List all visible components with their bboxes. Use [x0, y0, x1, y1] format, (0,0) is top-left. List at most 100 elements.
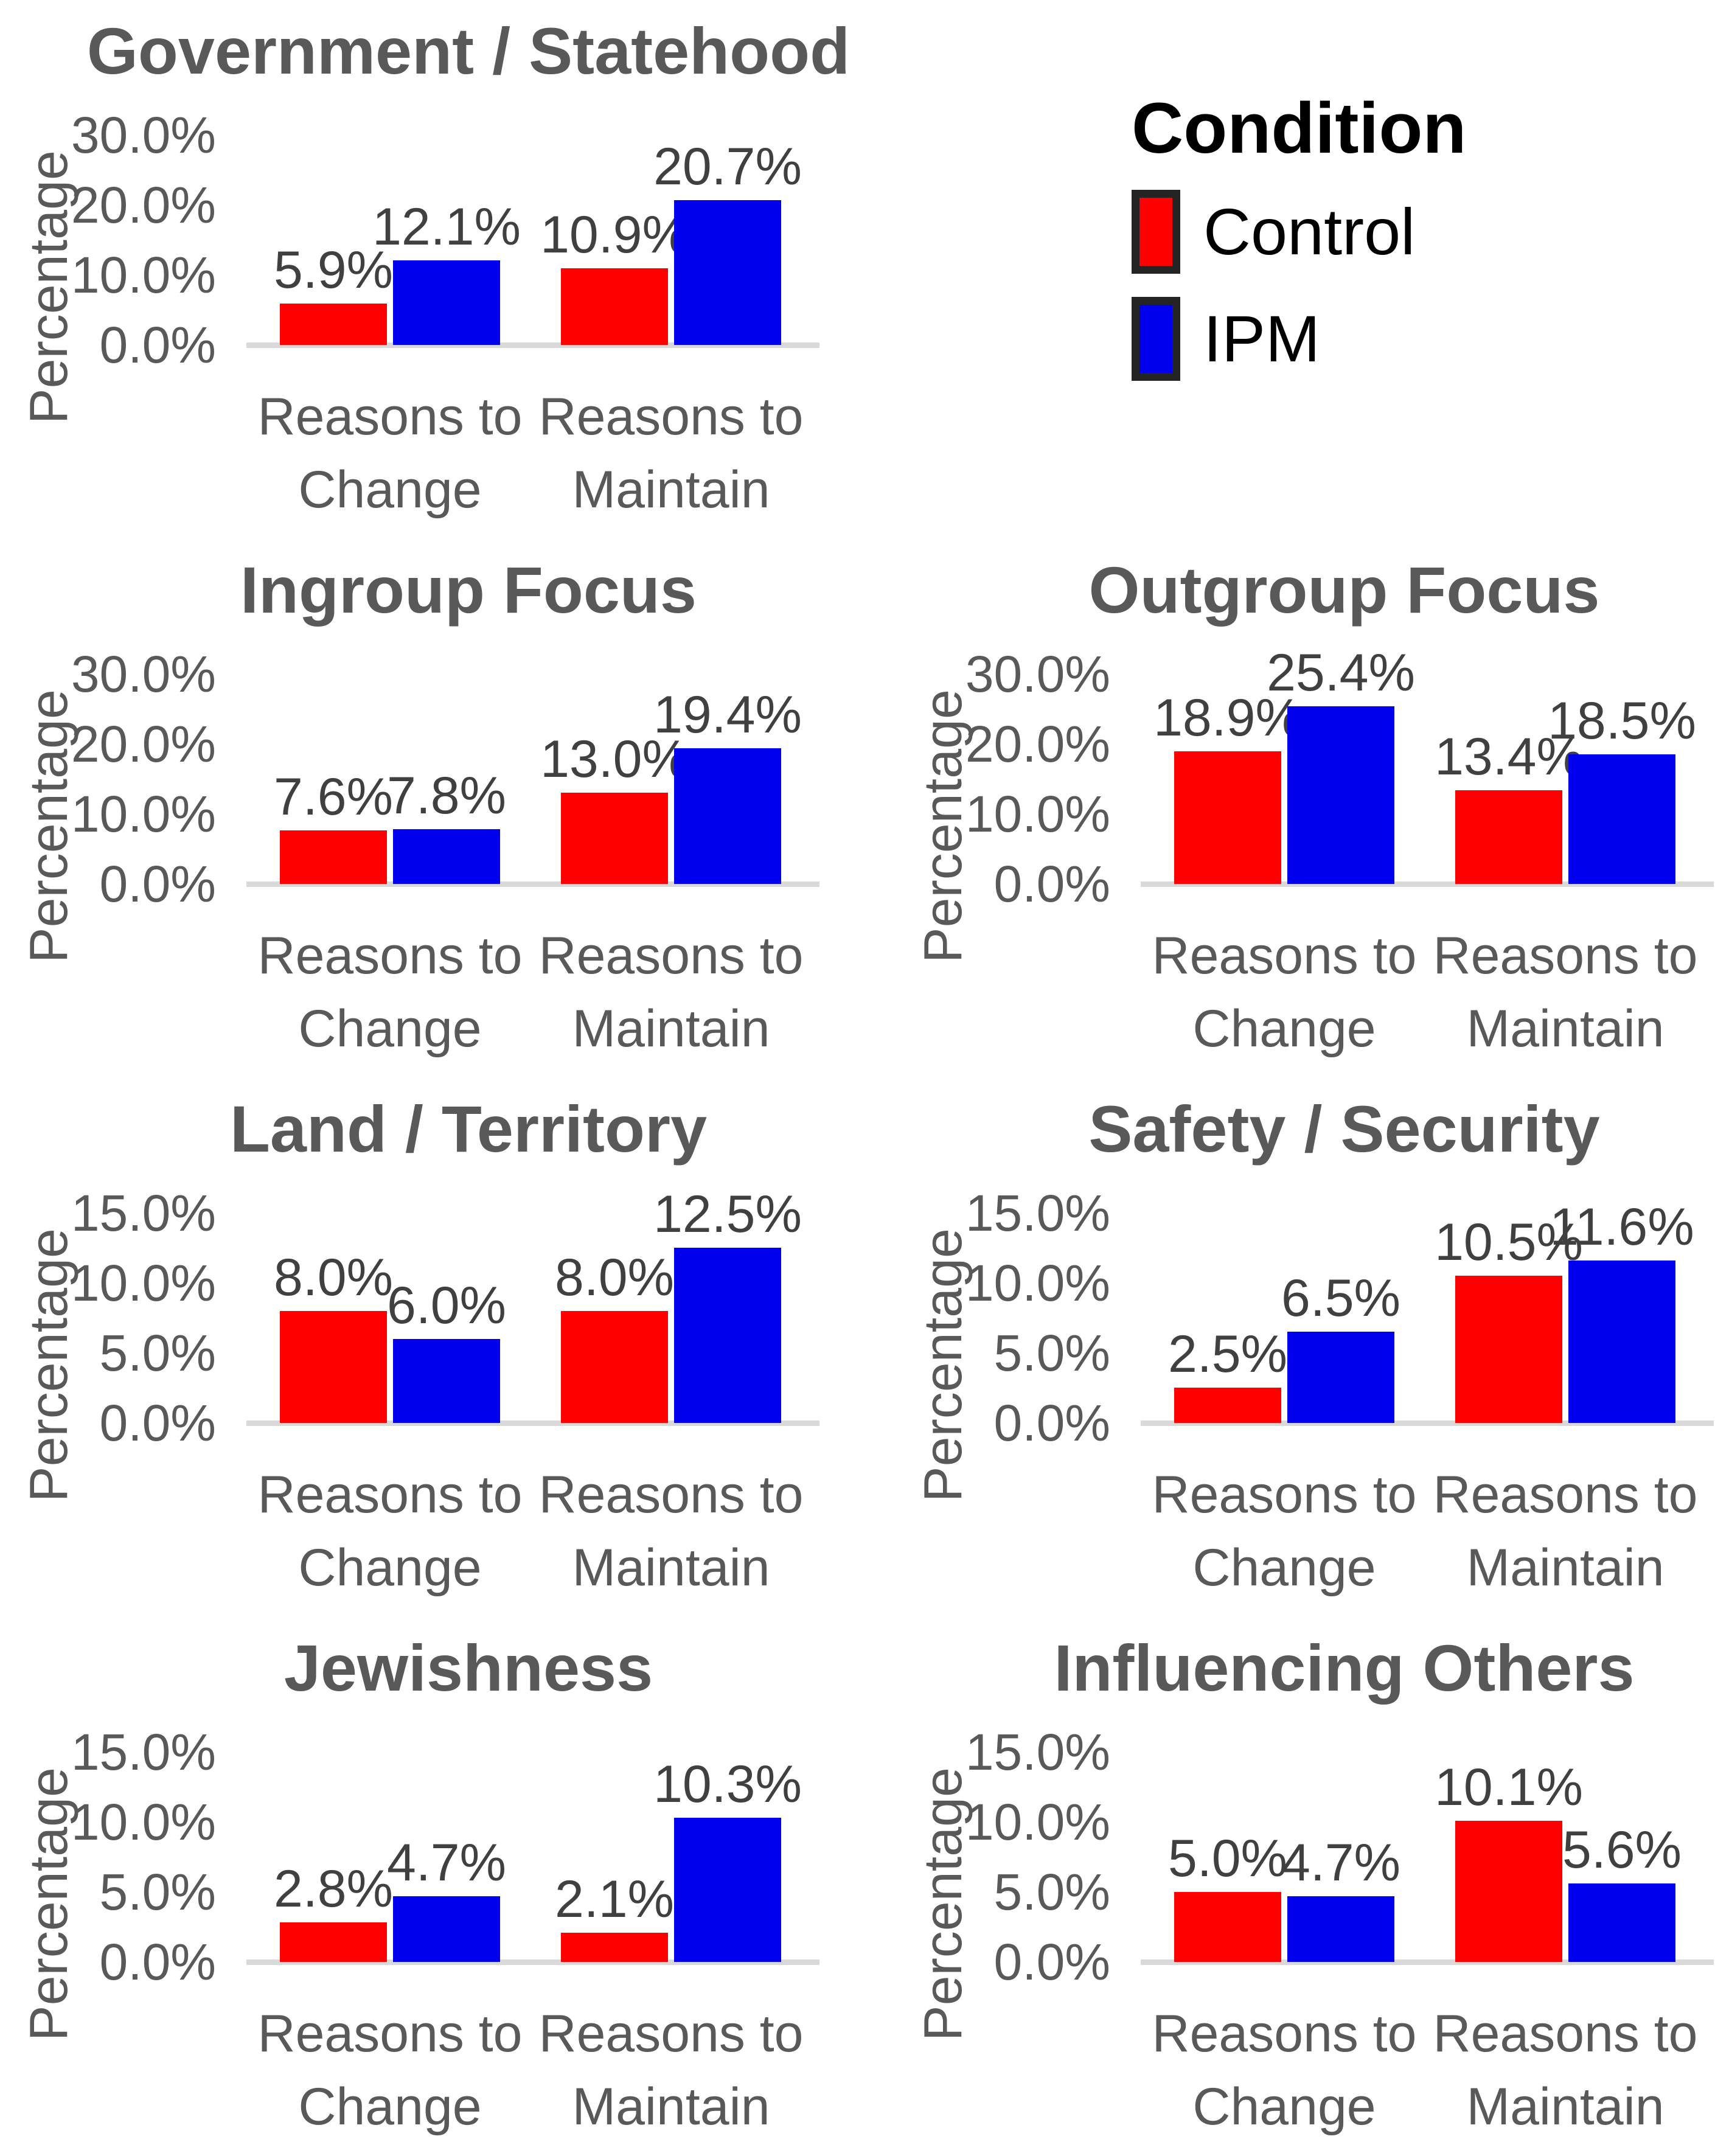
y-axis: 0.0% 5.0% 10.0% 15.0% [965, 1188, 1110, 1448]
y-tick-label: 15.0% [71, 1184, 216, 1242]
y-axis-title: Percentage [18, 1195, 79, 1535]
bar-value-label: 11.6% [1550, 1198, 1694, 1256]
bar-groups: 7.6% 7.8% 13.0% 19.4% [274, 689, 802, 884]
bar-ipm: 10.3% [653, 1758, 802, 1962]
legend-item-control: Control [1132, 189, 1715, 274]
bar-control-fill [561, 1932, 668, 1962]
y-tick-label: 0.0% [99, 316, 216, 374]
x-axis-labels: Reasons to Change Reasons to Maintain [1141, 1997, 1706, 2140]
bar-value-label: 10.5% [1435, 1213, 1583, 1272]
x-category-label: Reasons to Maintain [538, 2004, 804, 2137]
x-category-label: Reasons to Change [257, 2004, 523, 2137]
chart-body: Percentage 0.0% 5.0% 10.0% 15.0% 5.0% 4.7% 10.1… [913, 1727, 1715, 2041]
bar-groups: 18.9% 25.4% 13.4% 18.5% [1153, 647, 1696, 884]
bar-control: 13.4% [1435, 731, 1583, 884]
legend-label-ipm: IPM [1203, 301, 1321, 375]
x-axis-line [1141, 881, 1714, 887]
bar-control: 10.5% [1435, 1216, 1583, 1423]
bar-ipm: 5.6% [1562, 1824, 1682, 1962]
y-tick-label: 10.0% [71, 246, 216, 304]
bar-group: 8.0% 6.0% [274, 1251, 506, 1423]
bar-ipm-fill [674, 1248, 781, 1423]
bar-groups: 8.0% 6.0% 8.0% 12.5% [274, 1188, 802, 1423]
bar-control-fill [561, 1310, 668, 1423]
x-axis-labels: Reasons to Change Reasons to Maintain [246, 1458, 812, 1601]
bar-control: 8.0% [274, 1251, 393, 1423]
bar-ipm-fill [393, 1896, 500, 1962]
y-tick-label: 5.0% [993, 1324, 1110, 1382]
bar-group: 13.0% 19.4% [540, 689, 802, 884]
bar-control-fill [280, 303, 387, 345]
x-category-label: Reasons to Maintain [1433, 2004, 1698, 2137]
plot-area: 5.9% 12.1% 10.9% 20.7% [246, 135, 819, 348]
bar-ipm-fill [1568, 754, 1675, 884]
bar-value-label: 2.8% [273, 1860, 394, 1919]
x-axis-line [1141, 1420, 1714, 1426]
y-tick-label: 30.0% [965, 645, 1110, 703]
x-category-label: Reasons to Maintain [1433, 926, 1698, 1059]
y-tick-label: 20.0% [71, 715, 216, 773]
y-axis-title-text: Percentage [18, 689, 78, 963]
x-axis-line [1141, 1959, 1714, 1965]
bar-value-label: 12.1% [372, 197, 521, 256]
y-tick-label: 0.0% [99, 1933, 216, 1991]
bar-ipm-fill [1287, 1896, 1394, 1962]
bar-control-fill [561, 268, 668, 345]
chart-body: Percentage 0.0% 5.0% 10.0% 15.0% 2.5% 6.5% 10.5… [913, 1188, 1715, 1502]
bar-value-label: 5.9% [273, 240, 394, 299]
bar-value-label: 18.5% [1548, 692, 1696, 751]
chart-panel-government-statehood: Government / Statehood Percentage 0.0% 10.0… [0, 0, 858, 539]
bar-value-label: 2.1% [554, 1869, 675, 1928]
bar-ipm: 6.5% [1281, 1272, 1400, 1423]
chart-title: Government / Statehood [86, 14, 851, 88]
x-category-label: Reasons to Maintain [538, 926, 804, 1059]
y-axis: 0.0% 10.0% 20.0% 30.0% [965, 649, 1110, 909]
y-tick-label: 20.0% [965, 715, 1110, 773]
plot-area: 5.0% 4.7% 10.1% 5.6% [1141, 1752, 1714, 1965]
chart-title: Influencing Others [1054, 1631, 1635, 1705]
x-axis-labels: Reasons to Change Reasons to Maintain [246, 919, 812, 1062]
bar-value-label: 6.5% [1281, 1269, 1401, 1328]
bar-control-fill [1455, 1820, 1562, 1962]
bar-value-label: 7.6% [273, 768, 394, 827]
bar-group: 10.9% 20.7% [540, 141, 802, 345]
x-category-label: Reasons to Change [257, 387, 523, 520]
bar-group: 5.9% 12.1% [274, 201, 521, 345]
chart-body: Percentage 0.0% 10.0% 20.0% 30.0% 5.9% 12.1% 10… [18, 110, 858, 424]
x-axis-labels: Reasons to Change Reasons to Maintain [1141, 919, 1706, 1062]
bar-value-label: 6.0% [386, 1276, 507, 1335]
bar-ipm-fill [393, 260, 500, 345]
y-axis-title-text: Percentage [18, 150, 78, 424]
bar-group: 2.5% 6.5% [1168, 1272, 1400, 1423]
x-axis-labels: Reasons to Change Reasons to Maintain [1141, 1458, 1706, 1601]
bar-group: 2.1% 10.3% [555, 1758, 802, 1962]
bar-ipm: 25.4% [1267, 647, 1415, 884]
plot-area: 2.5% 6.5% 10.5% 11.6% [1141, 1201, 1714, 1426]
bar-ipm: 4.7% [1281, 1837, 1400, 1962]
chart-panel-ingroup-focus: Ingroup Focus Percentage 0.0% 10.0% 20.0% 30.… [0, 539, 858, 1078]
bar-value-label: 25.4% [1267, 643, 1415, 702]
y-axis: 0.0% 10.0% 20.0% 30.0% [71, 649, 216, 909]
chart-body: Percentage 0.0% 5.0% 10.0% 15.0% 8.0% 6.0% 8.0%… [18, 1188, 858, 1502]
bar-ipm-fill [674, 748, 781, 884]
bar-control-fill [280, 830, 387, 884]
bar-group: 18.9% 25.4% [1153, 647, 1415, 884]
bar-control-fill [1174, 1388, 1281, 1423]
bar-value-label: 13.4% [1435, 727, 1583, 786]
bar-control: 2.5% [1168, 1328, 1287, 1423]
bar-value-label: 2.5% [1167, 1325, 1288, 1384]
bar-ipm: 20.7% [653, 141, 802, 345]
chart-panel-influencing-others: Influencing Others Percentage 0.0% 5.0% 10.0… [858, 1617, 1715, 2156]
legend-swatch-control [1132, 189, 1180, 274]
legend-title: Condition [1132, 88, 1467, 169]
bar-groups: 5.9% 12.1% 10.9% 20.7% [274, 141, 802, 345]
bar-ipm: 11.6% [1550, 1201, 1694, 1423]
bar-group: 10.5% 11.6% [1435, 1201, 1694, 1423]
y-axis: 0.0% 5.0% 10.0% 15.0% [965, 1727, 1110, 1987]
bar-control-fill [280, 1922, 387, 1962]
bar-group: 10.1% 5.6% [1435, 1761, 1682, 1962]
bar-groups: 5.0% 4.7% 10.1% 5.6% [1168, 1761, 1682, 1962]
bar-control: 13.0% [540, 733, 689, 884]
bar-ipm-fill [674, 1817, 781, 1962]
legend-panel: Condition Control IPM [858, 0, 1715, 539]
